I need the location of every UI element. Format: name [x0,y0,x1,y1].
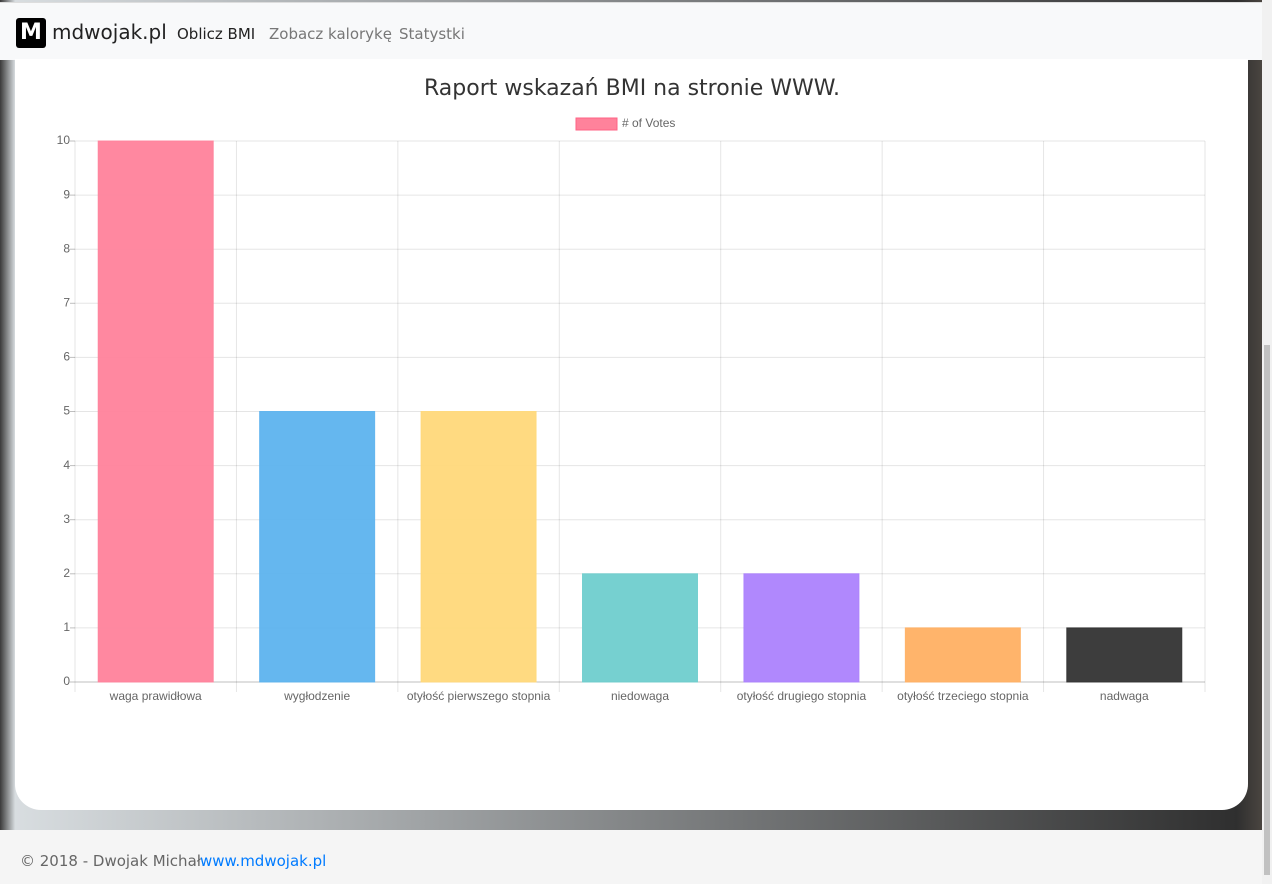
y-tick-label: 5 [63,404,70,418]
y-tick-label: 0 [63,674,70,688]
nav-link[interactable]: Zobacz kalorykę [269,25,392,43]
footer-link[interactable]: www.mdwojak.pl [200,852,327,870]
x-tick-label: otyłość drugiego stopnia [737,689,867,703]
legend-swatch[interactable] [575,117,618,131]
legend-label[interactable]: # of Votes [622,116,675,130]
logo[interactable]: M [16,18,46,48]
bar [97,140,214,683]
bar [1066,627,1183,683]
y-tick-label: 7 [63,295,70,309]
bar [420,411,537,683]
y-tick-label: 8 [63,241,70,255]
x-tick-label: nadwaga [1100,689,1149,703]
y-tick-label: 3 [63,512,70,526]
y-tick-label: 10 [57,133,71,147]
x-tick-label: otyłość trzeciego stopnia [897,689,1029,703]
chart: Raport wskazań BMI na stronie WWW. # of … [57,76,1206,703]
footer: © 2018 - Dwojak Michał. www.mdwojak.pl [0,830,1262,884]
footer-text: © 2018 - Dwojak Michał. [20,852,206,870]
y-tick-label: 2 [63,566,70,580]
bar [259,411,376,683]
bar [743,573,860,683]
y-tick-label: 4 [63,458,70,472]
bar [582,573,698,683]
scroll-thumb[interactable] [1264,345,1270,875]
x-tick-label: waga prawidłowa [109,689,202,703]
brand[interactable]: mdwojak.pl [52,20,167,44]
y-tick-label: 6 [63,350,70,364]
nav-link[interactable]: Oblicz BMI [177,25,256,43]
x-tick-label: niedowaga [611,689,669,703]
bar [904,627,1021,683]
x-tick-label: wygłodzenie [283,689,350,703]
y-tick-label: 9 [63,187,70,201]
chart-title: Raport wskazań BMI na stronie WWW. [424,76,840,101]
nav-link[interactable]: Statystki [399,25,465,43]
y-tick-label: 1 [63,620,70,634]
navbar: M mdwojak.pl Oblicz BMI Zobacz kalorykę … [0,2,1262,60]
x-tick-label: otyłość pierwszego stopnia [407,689,551,703]
scrollbar[interactable] [1262,0,1272,884]
card [15,59,1248,810]
